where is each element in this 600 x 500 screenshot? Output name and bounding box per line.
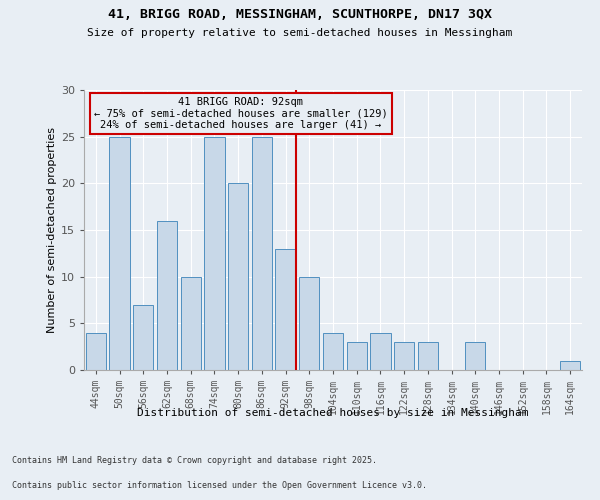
Text: 41 BRIGG ROAD: 92sqm
← 75% of semi-detached houses are smaller (129)
24% of semi: 41 BRIGG ROAD: 92sqm ← 75% of semi-detac… [94, 97, 388, 130]
Bar [465, 342, 485, 370]
Bar [275, 248, 296, 370]
Text: Contains public sector information licensed under the Open Government Licence v3: Contains public sector information licen… [12, 481, 427, 490]
Bar [370, 332, 391, 370]
Y-axis label: Number of semi-detached properties: Number of semi-detached properties [47, 127, 56, 333]
Bar [181, 276, 201, 370]
Text: Size of property relative to semi-detached houses in Messingham: Size of property relative to semi-detach… [88, 28, 512, 38]
Bar [133, 304, 154, 370]
Bar [157, 220, 177, 370]
Bar [560, 360, 580, 370]
Bar [109, 136, 130, 370]
Bar [347, 342, 367, 370]
Text: 41, BRIGG ROAD, MESSINGHAM, SCUNTHORPE, DN17 3QX: 41, BRIGG ROAD, MESSINGHAM, SCUNTHORPE, … [108, 8, 492, 20]
Bar [86, 332, 106, 370]
Bar [252, 136, 272, 370]
Text: Distribution of semi-detached houses by size in Messingham: Distribution of semi-detached houses by … [137, 408, 529, 418]
Bar [394, 342, 414, 370]
Bar [323, 332, 343, 370]
Bar [418, 342, 438, 370]
Bar [299, 276, 319, 370]
Bar [205, 136, 224, 370]
Text: Contains HM Land Registry data © Crown copyright and database right 2025.: Contains HM Land Registry data © Crown c… [12, 456, 377, 465]
Bar [228, 184, 248, 370]
